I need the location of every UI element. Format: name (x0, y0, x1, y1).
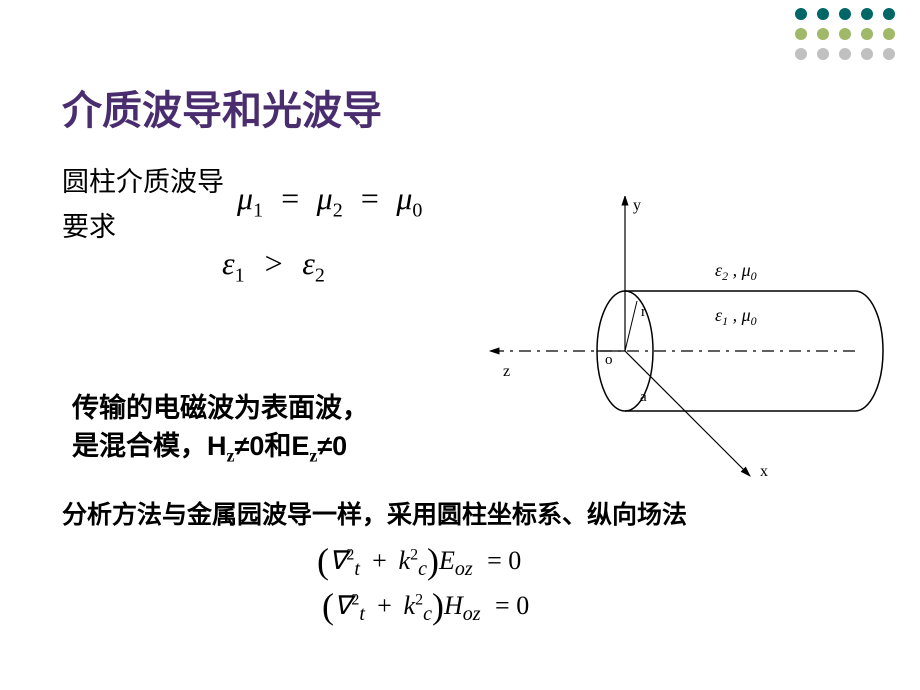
label-x: x (760, 463, 768, 480)
decoration-dots-1 (795, 8, 895, 20)
label-o: o (605, 352, 613, 368)
subtitle-1: 圆柱介质波导 (62, 160, 862, 199)
decoration-dots-3 (795, 48, 895, 60)
label-z: z (503, 363, 510, 380)
helmholtz-E: (∇2t + k2c)Eoz = 0 (317, 540, 521, 582)
decoration-dots-2 (795, 28, 895, 40)
equation-epsilon: ε1 > ε2 (222, 245, 325, 287)
label-a: a (640, 389, 647, 405)
surface-wave-text: 传输的电磁波为表面波， 是混合模，Hz≠0和Ez≠0 (72, 390, 369, 468)
analysis-text: 分析方法与金属园波导一样，采用圆柱坐标系、纵向场法 (62, 495, 687, 531)
label-y: y (633, 197, 641, 214)
cylinder-figure: y z x r o a ε2 , μ0 ε1 , μ0 (485, 196, 885, 486)
label-outer: ε2 , μ0 (715, 260, 757, 283)
label-inner: ε1 , μ0 (715, 305, 757, 328)
helmholtz-H: (∇2t + k2c)Hoz = 0 (322, 585, 529, 627)
equation-mu: μ1 = μ2 = μ0 (237, 180, 422, 222)
label-r: r (641, 304, 646, 320)
slide-title: 介质波导和光波导 (62, 78, 382, 136)
